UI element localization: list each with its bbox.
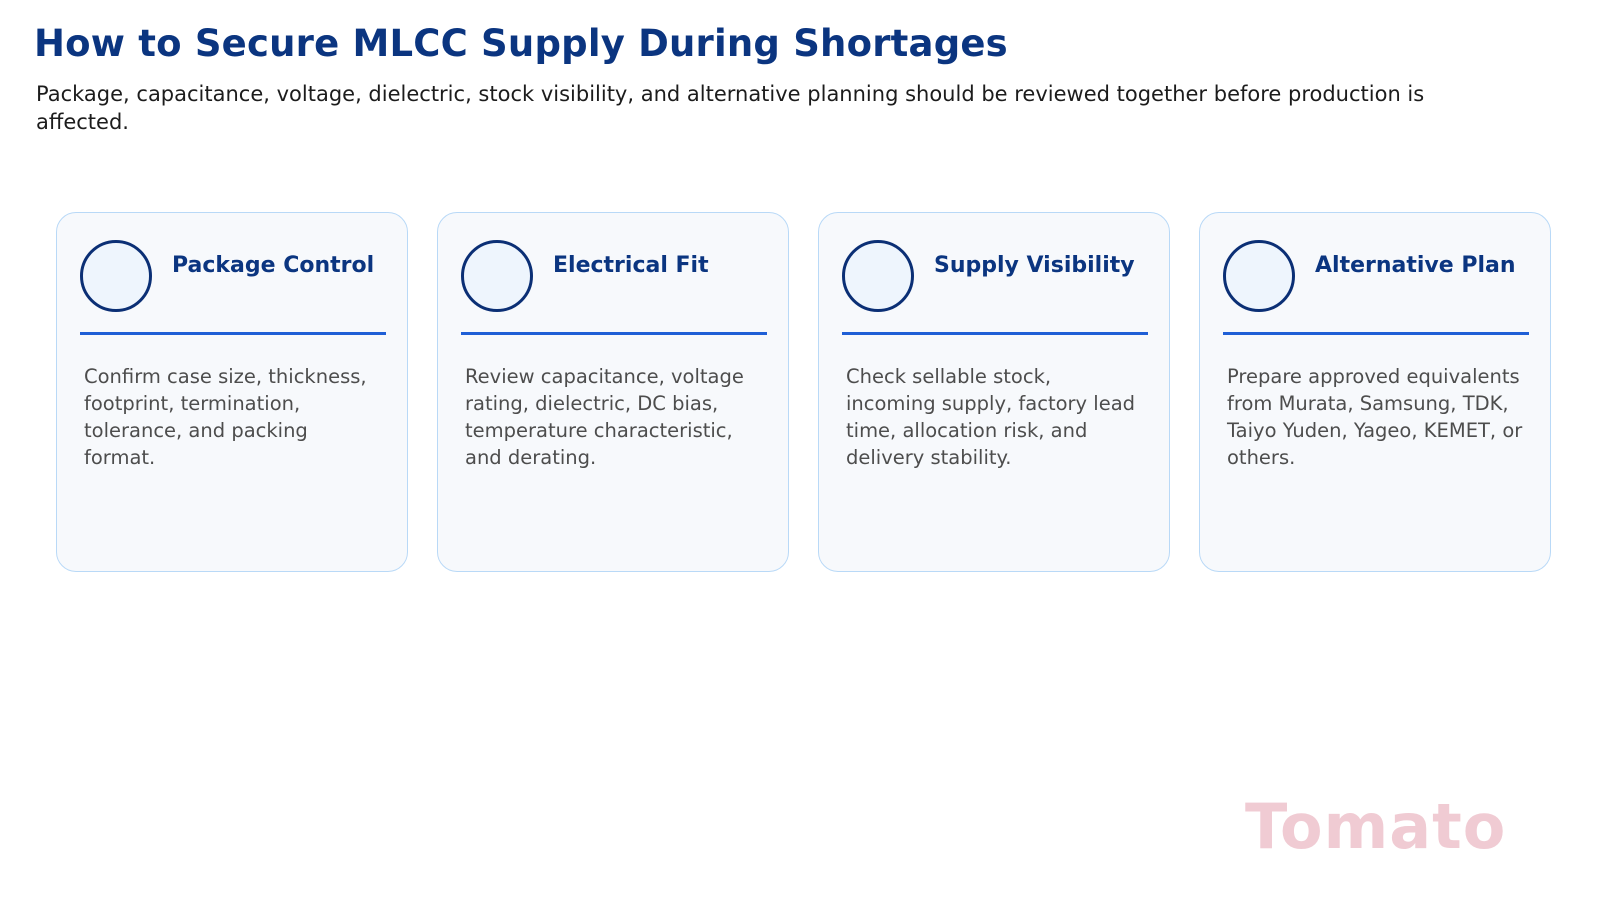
- card-title: Supply Visibility: [934, 253, 1135, 278]
- card-title: Alternative Plan: [1315, 253, 1516, 278]
- page-title: How to Secure MLCC Supply During Shortag…: [34, 22, 1008, 65]
- card-alternative-plan: Alternative Plan Prepare approved equiva…: [1199, 212, 1551, 572]
- card-description: Review capacitance, voltage rating, diel…: [465, 365, 744, 469]
- circle-icon: [461, 240, 533, 312]
- watermark-logo: Tomato: [1245, 790, 1507, 863]
- card-divider: [80, 332, 386, 335]
- page-subtitle: Package, capacitance, voltage, dielectri…: [36, 82, 1425, 134]
- card-description: Check sellable stock, incoming supply, f…: [846, 365, 1136, 469]
- card-package-control: Package Control Confirm case size, thick…: [56, 212, 408, 572]
- card-description: Prepare approved equivalents from Murata…: [1227, 365, 1523, 469]
- circle-icon: [1223, 240, 1295, 312]
- card-description: Confirm case size, thickness, footprint,…: [84, 365, 367, 469]
- card-title: Electrical Fit: [553, 253, 709, 278]
- card-divider: [461, 332, 767, 335]
- card-electrical-fit: Electrical Fit Review capacitance, volta…: [437, 212, 789, 572]
- card-divider: [1223, 332, 1529, 335]
- card-supply-visibility: Supply Visibility Check sellable stock, …: [818, 212, 1170, 572]
- circle-icon: [842, 240, 914, 312]
- card-title: Package Control: [172, 253, 375, 278]
- circle-icon: [80, 240, 152, 312]
- card-divider: [842, 332, 1148, 335]
